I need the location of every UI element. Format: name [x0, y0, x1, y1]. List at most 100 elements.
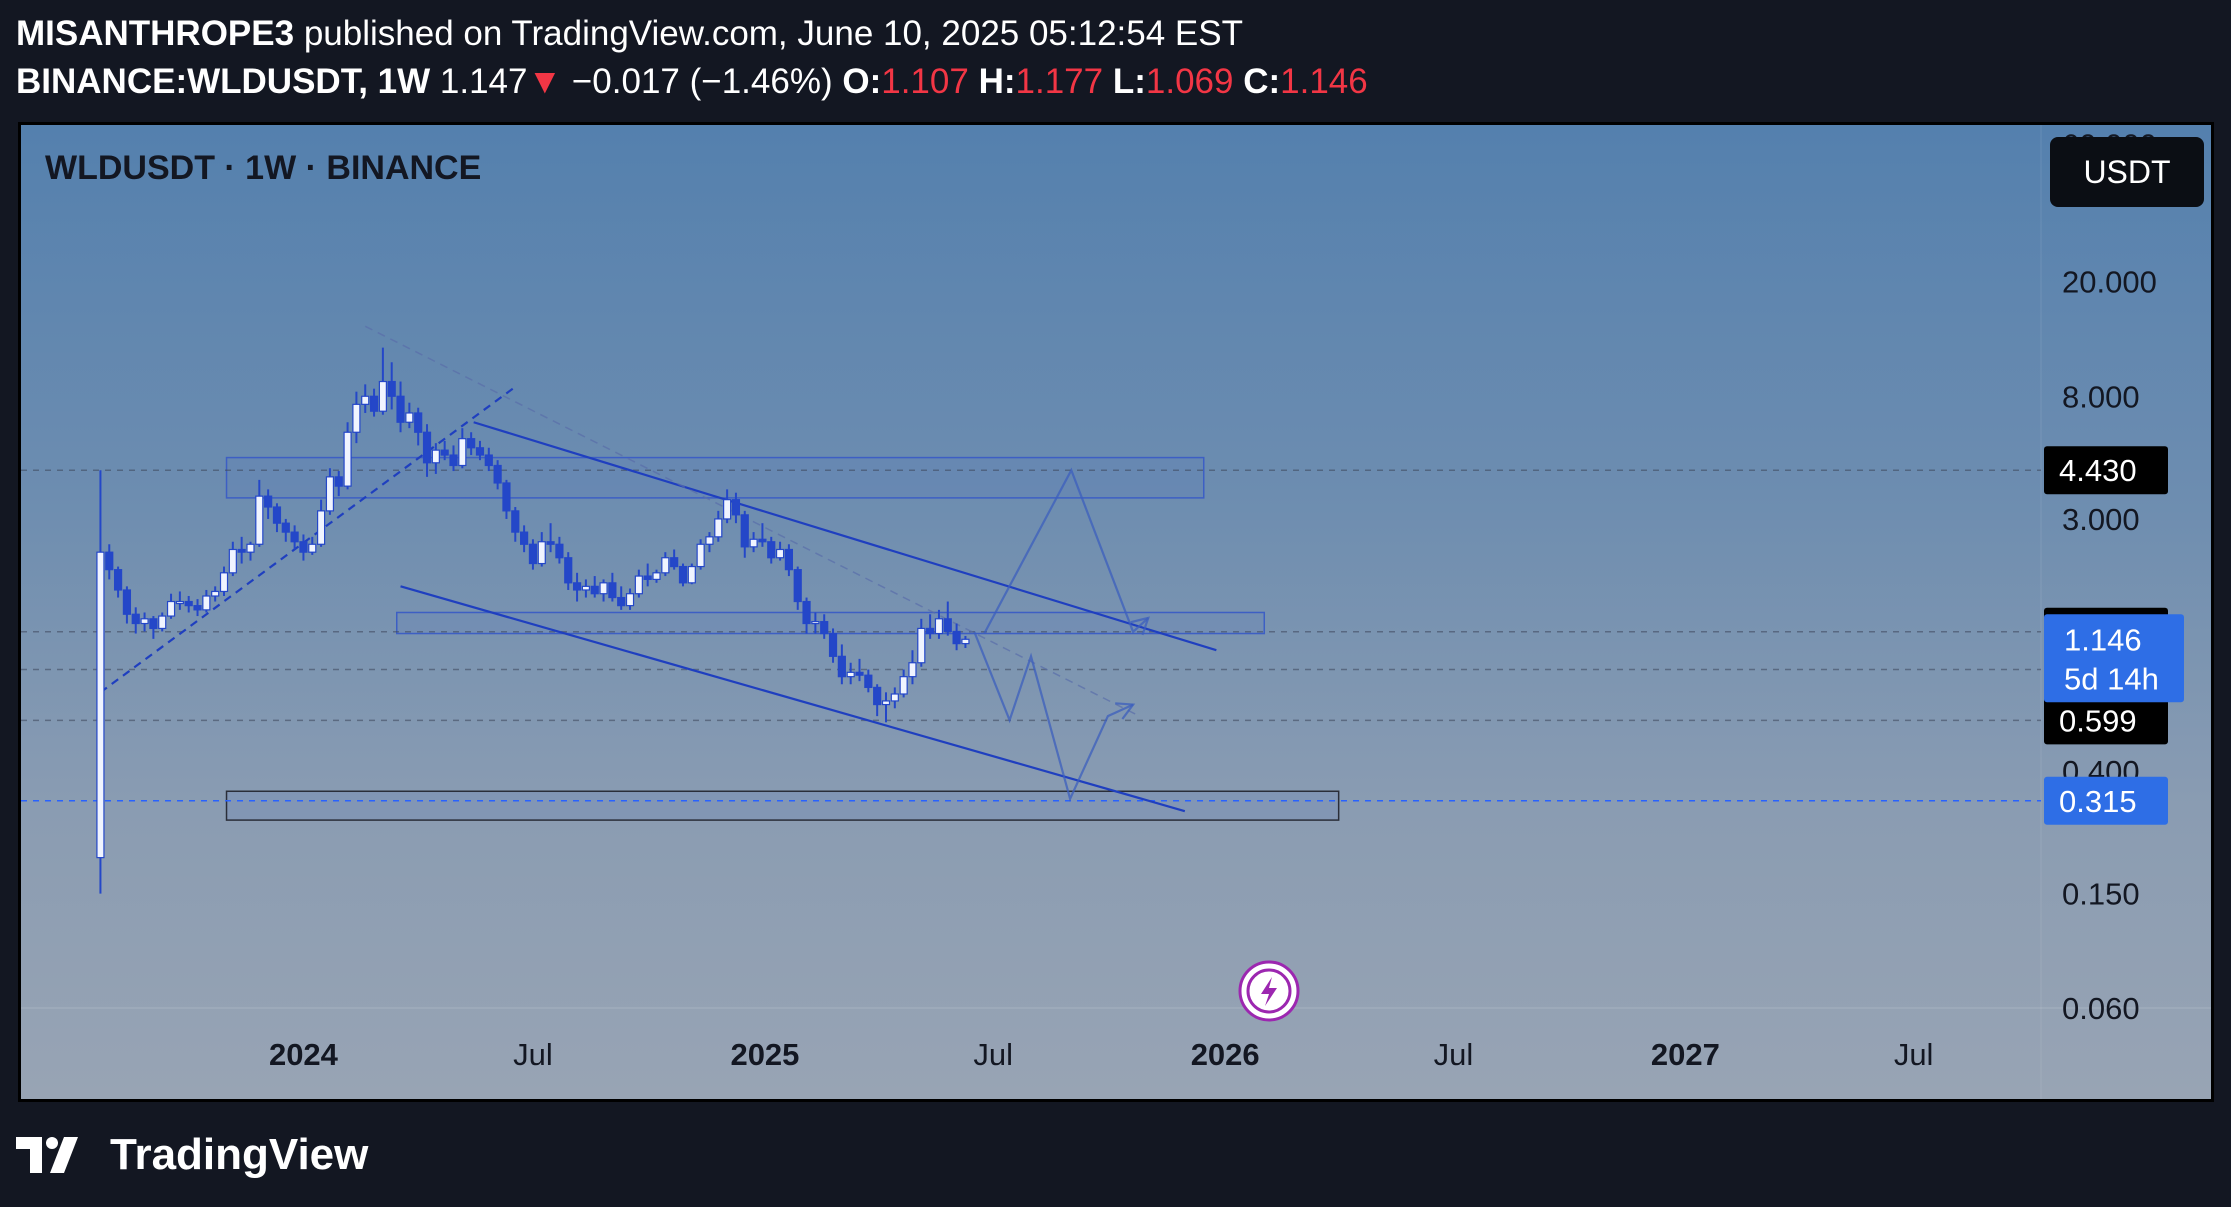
- chart-plot[interactable]: 60.00020.0008.0003.0000.4000.1500.060202…: [21, 125, 2211, 1099]
- candle-body: [352, 403, 361, 433]
- candle-body: [943, 618, 952, 633]
- trend-line: [99, 387, 514, 694]
- candle-body: [440, 449, 449, 456]
- candle-body: [502, 482, 511, 512]
- close-label: C:: [1243, 62, 1281, 101]
- chart-title: WLDUSDT · 1W · BINANCE: [45, 149, 482, 187]
- price-change: −0.017 (−1.46%): [571, 62, 833, 101]
- candle-body: [193, 605, 202, 611]
- candle-body: [405, 412, 414, 423]
- candle-body: [581, 585, 590, 591]
- candle-body: [449, 454, 458, 467]
- candle-body: [643, 575, 652, 581]
- candle-body: [634, 575, 643, 595]
- candle-body: [414, 412, 423, 433]
- candle-body: [678, 565, 688, 584]
- candle-body: [775, 548, 785, 559]
- price-zone: [225, 790, 1340, 821]
- candle-body: [149, 618, 158, 630]
- candle-body: [890, 693, 899, 702]
- candle-body: [140, 618, 149, 625]
- candle-body: [537, 541, 546, 565]
- candle-body: [599, 582, 608, 595]
- candle-body: [484, 454, 493, 467]
- high-value: 1.177: [1015, 62, 1104, 101]
- low-value: 1.069: [1145, 62, 1234, 101]
- last-price-label: 1.146: [2064, 622, 2142, 657]
- candle-body: [493, 464, 502, 484]
- currency-button[interactable]: USDT: [2050, 137, 2204, 207]
- published-text: published on TradingView.com, June 10, 2…: [303, 14, 1244, 53]
- time-tick-label: 2024: [269, 1037, 339, 1072]
- price-axis-label: 4.430: [2059, 453, 2137, 488]
- candle-body: [131, 613, 140, 625]
- time-tick-label: 2025: [730, 1037, 799, 1072]
- trend-line: [364, 325, 1140, 717]
- lightning-bolt-icon[interactable]: [1238, 960, 1300, 1022]
- tradingview-brand[interactable]: TradingView: [110, 1130, 369, 1179]
- candle-body: [272, 506, 282, 524]
- candle-body: [802, 600, 811, 625]
- countdown-label: 5d 14h: [2064, 661, 2159, 696]
- candle-body: [299, 541, 308, 553]
- price-zone: [225, 456, 1205, 499]
- last-price-label-bg: [2044, 614, 2184, 703]
- candle-body: [572, 582, 582, 591]
- candle-body: [793, 569, 802, 603]
- down-arrow-icon: ▼: [527, 62, 563, 101]
- projection-arrowhead: [1130, 616, 1150, 636]
- candle-body: [625, 593, 635, 607]
- candle-body: [325, 476, 335, 512]
- candle-body: [475, 447, 485, 456]
- candle-body: [316, 510, 326, 545]
- candle-body: [873, 686, 882, 706]
- price-axis-label-bg: [2044, 446, 2168, 495]
- candle-body: [855, 671, 864, 676]
- candle-body: [458, 438, 467, 467]
- candle-body: [369, 395, 379, 412]
- author-name[interactable]: MISANTHROPE3: [16, 14, 295, 53]
- candle-body: [714, 518, 723, 538]
- candle-body: [749, 538, 758, 548]
- candle-body: [926, 627, 935, 635]
- open-value: 1.107: [881, 62, 969, 101]
- candle-body: [158, 615, 167, 630]
- candle-body: [422, 431, 432, 464]
- candle-body: [343, 431, 352, 487]
- candle-body: [361, 395, 370, 405]
- candle-body: [864, 674, 873, 689]
- price-tick-label: 0.150: [2062, 877, 2140, 912]
- candle-body: [202, 595, 211, 611]
- time-tick-label: Jul: [513, 1037, 553, 1072]
- candle-body: [246, 543, 255, 553]
- candle-body: [934, 618, 944, 635]
- trend-line: [473, 421, 1217, 652]
- candle-body: [387, 380, 396, 397]
- candle-body: [378, 380, 387, 412]
- time-tick-label: Jul: [1434, 1037, 1474, 1072]
- candle-body: [334, 476, 343, 487]
- candle-body: [555, 543, 564, 559]
- candle-body: [811, 621, 820, 625]
- symbol-line: BINANCE:WLDUSDT, 1W 1.147▼ −0.017 (−1.46…: [16, 58, 2206, 106]
- candle-body: [670, 557, 679, 568]
- candle-body: [308, 543, 317, 553]
- last-price: 1.147: [439, 62, 528, 101]
- projection-path: [983, 467, 1150, 635]
- candle-body: [608, 582, 617, 599]
- tradingview-logo-icon[interactable]: [16, 1137, 96, 1173]
- candle-body: [820, 621, 829, 635]
- candle-body: [696, 543, 705, 568]
- candle-body: [881, 700, 891, 706]
- candle-body: [511, 510, 520, 533]
- price-tick-label: 8.000: [2062, 379, 2140, 414]
- price-tick-label: 20.000: [2062, 265, 2157, 300]
- chart-area[interactable]: 60.00020.0008.0003.0000.4000.1500.060202…: [18, 122, 2214, 1102]
- candle-body: [617, 596, 626, 607]
- time-tick-label: 2027: [1651, 1037, 1720, 1072]
- time-tick-label: Jul: [1894, 1037, 1934, 1072]
- time-tick-label: Jul: [973, 1037, 1013, 1072]
- candle-body: [520, 531, 529, 545]
- price-tick-label: 0.060: [2062, 991, 2140, 1026]
- lightning-icon-ring: [1246, 968, 1292, 1014]
